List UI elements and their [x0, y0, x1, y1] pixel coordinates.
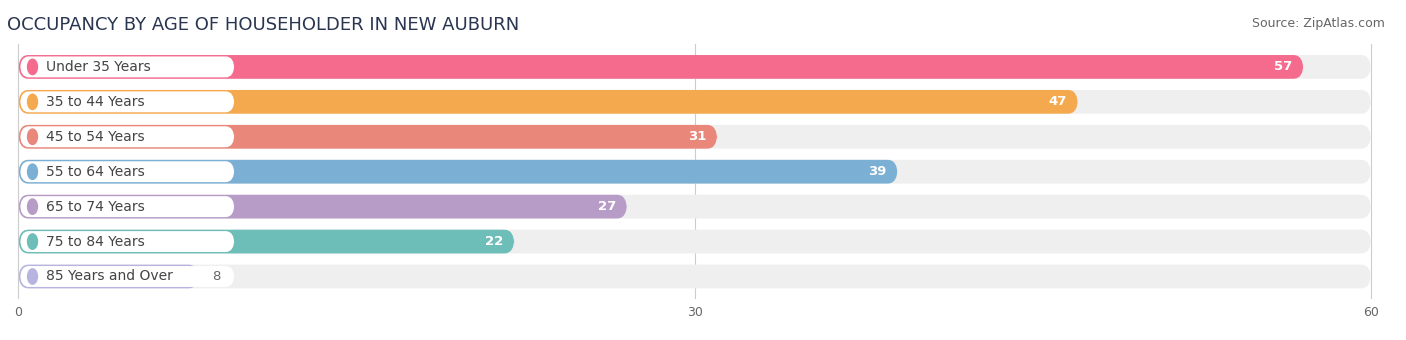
Text: 8: 8 [212, 270, 221, 283]
FancyBboxPatch shape [20, 126, 235, 147]
Text: 27: 27 [598, 200, 616, 213]
Text: OCCUPANCY BY AGE OF HOUSEHOLDER IN NEW AUBURN: OCCUPANCY BY AGE OF HOUSEHOLDER IN NEW A… [7, 16, 519, 34]
FancyBboxPatch shape [18, 90, 1371, 114]
FancyBboxPatch shape [18, 55, 1371, 79]
Circle shape [28, 59, 38, 74]
FancyBboxPatch shape [18, 125, 1371, 149]
FancyBboxPatch shape [18, 230, 515, 253]
FancyBboxPatch shape [18, 125, 717, 149]
Text: 31: 31 [688, 130, 706, 143]
Text: 35 to 44 Years: 35 to 44 Years [46, 95, 145, 109]
Text: Source: ZipAtlas.com: Source: ZipAtlas.com [1251, 17, 1385, 30]
Text: 39: 39 [868, 165, 886, 178]
FancyBboxPatch shape [18, 265, 198, 288]
FancyBboxPatch shape [18, 195, 1371, 219]
FancyBboxPatch shape [20, 196, 235, 217]
Text: Under 35 Years: Under 35 Years [46, 60, 150, 74]
Circle shape [28, 234, 38, 249]
FancyBboxPatch shape [18, 90, 1078, 114]
Text: 22: 22 [485, 235, 503, 248]
Circle shape [28, 129, 38, 144]
FancyBboxPatch shape [18, 160, 897, 184]
FancyBboxPatch shape [18, 195, 627, 219]
FancyBboxPatch shape [20, 231, 235, 252]
Text: 65 to 74 Years: 65 to 74 Years [46, 200, 145, 214]
FancyBboxPatch shape [20, 91, 235, 112]
FancyBboxPatch shape [18, 230, 1371, 253]
Circle shape [28, 199, 38, 214]
FancyBboxPatch shape [20, 161, 235, 182]
FancyBboxPatch shape [18, 160, 1371, 184]
Text: 85 Years and Over: 85 Years and Over [46, 270, 173, 284]
Circle shape [28, 269, 38, 284]
Circle shape [28, 94, 38, 109]
Text: 47: 47 [1049, 95, 1067, 108]
FancyBboxPatch shape [18, 55, 1303, 79]
FancyBboxPatch shape [20, 56, 235, 78]
FancyBboxPatch shape [20, 266, 235, 287]
Text: 45 to 54 Years: 45 to 54 Years [46, 130, 145, 144]
Text: 75 to 84 Years: 75 to 84 Years [46, 235, 145, 249]
Text: 57: 57 [1274, 61, 1292, 73]
Text: 55 to 64 Years: 55 to 64 Years [46, 165, 145, 179]
FancyBboxPatch shape [18, 265, 1371, 288]
Circle shape [28, 164, 38, 180]
